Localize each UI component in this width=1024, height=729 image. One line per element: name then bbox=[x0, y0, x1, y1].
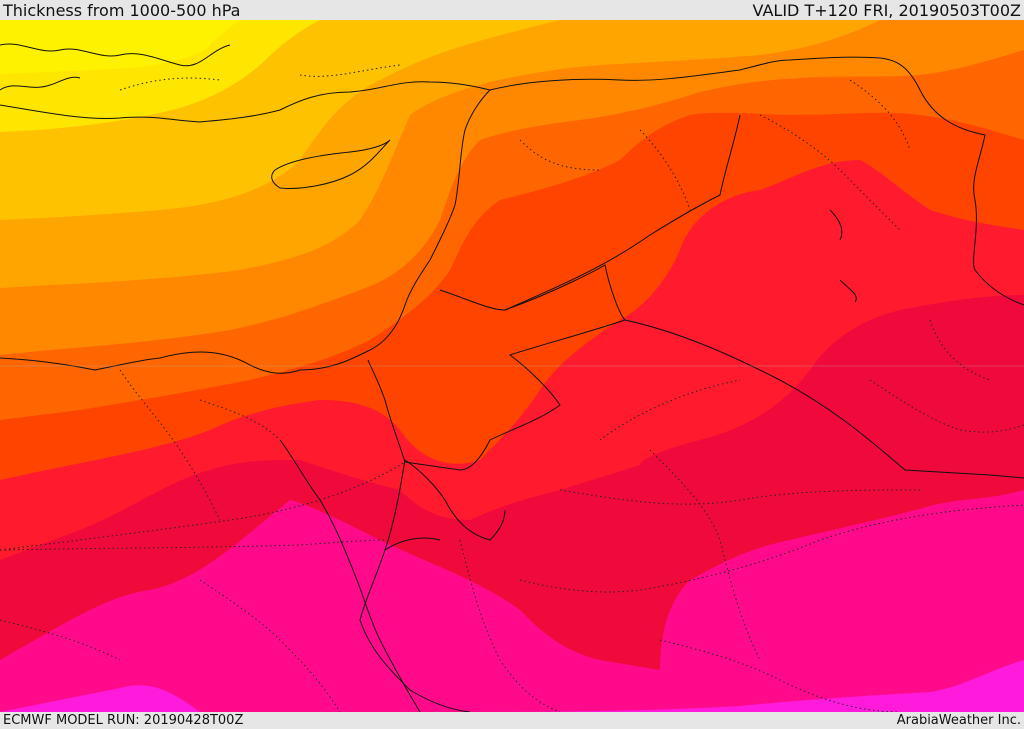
header-bar: Thickness from 1000-500 hPa VALID T+120 … bbox=[0, 0, 1024, 20]
admin-boundaries bbox=[0, 64, 1024, 712]
credit: ArabiaWeather Inc. bbox=[896, 713, 1021, 728]
band-lemon bbox=[0, 20, 240, 74]
borders bbox=[367, 56, 1024, 479]
valid-time: VALID T+120 FRI, 20190503T00Z bbox=[752, 0, 1021, 20]
footer-bar: ECMWF MODEL RUN: 20190428T00Z ArabiaWeat… bbox=[0, 712, 1024, 729]
chart-title: Thickness from 1000-500 hPa bbox=[3, 0, 241, 20]
map-svg bbox=[0, 20, 1024, 712]
thickness-map bbox=[0, 20, 1024, 712]
coastlines bbox=[0, 43, 857, 712]
model-run: ECMWF MODEL RUN: 20190428T00Z bbox=[3, 713, 244, 728]
